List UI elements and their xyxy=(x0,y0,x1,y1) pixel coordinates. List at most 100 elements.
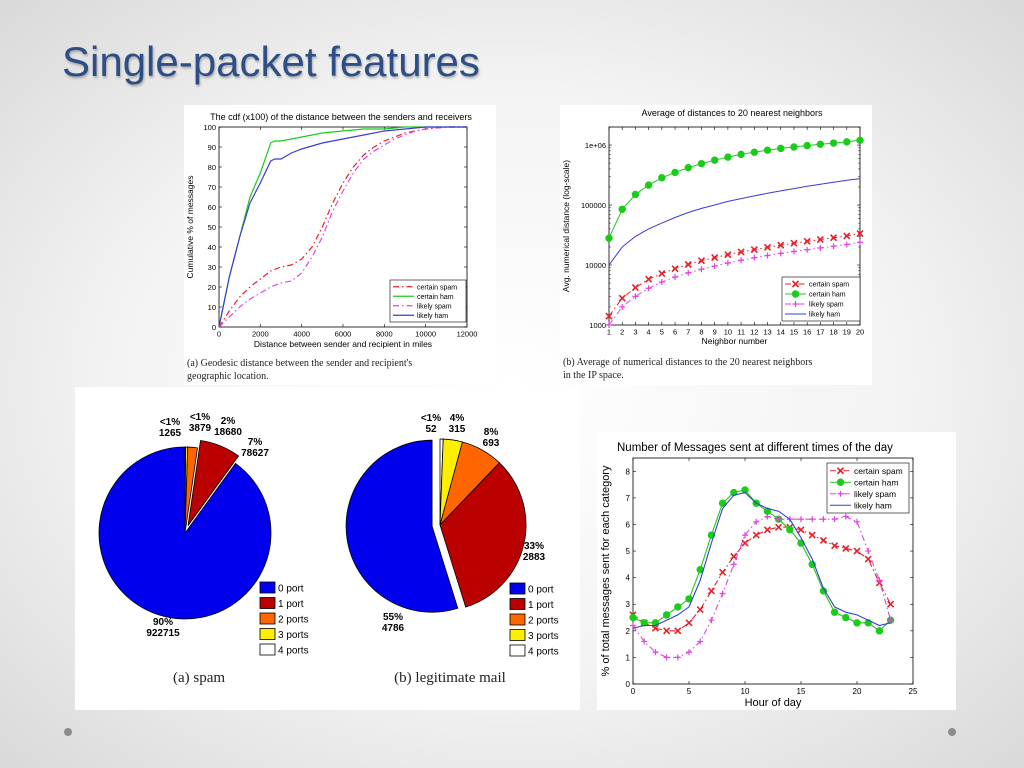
x-tick-label: 6000 xyxy=(335,330,352,339)
pie-count-label-0-port: 4786 xyxy=(382,623,405,634)
x-tick-label: 25 xyxy=(909,687,918,696)
series-point-certain-ham xyxy=(631,190,640,199)
series-point-certain-ham xyxy=(830,608,839,616)
pie-count-label-4-ports: 1265 xyxy=(159,428,182,439)
series-point-certain-spam xyxy=(741,539,749,547)
series-point-certain-spam xyxy=(763,243,772,251)
pie-percent-label-4-ports: <1% xyxy=(160,417,180,428)
series-point-certain-spam xyxy=(631,284,639,292)
pie-count-label-2-ports: 18680 xyxy=(214,427,242,438)
x-tick-label: 17 xyxy=(816,328,824,337)
slide-nav-dot-left xyxy=(64,728,72,736)
x-axis-label: Distance between sender and recipient in… xyxy=(254,339,432,349)
x-tick-label: 11 xyxy=(737,328,745,337)
figure-caption: (a) Geodesic distance between the sender… xyxy=(187,358,412,369)
series-point-likely-spam xyxy=(724,260,731,267)
series-point-certain-ham xyxy=(777,144,785,153)
x-tick-label: 8000 xyxy=(376,330,393,339)
series-point-certain-ham xyxy=(605,234,613,242)
x-axis-label: Hour of day xyxy=(745,697,802,709)
x-tick-label: 20 xyxy=(856,328,864,337)
series-point-certain-ham xyxy=(750,148,759,156)
port-pie-charts-panel: 90% 922715 7% 78627 2% 18680 <1% 3879 <1% 1265 0 p… xyxy=(75,387,580,710)
pie-legend-label: 0 port xyxy=(278,584,304,595)
series-point-likely-spam xyxy=(697,638,704,645)
x-tick-label: 10 xyxy=(741,687,750,696)
pie-slice-1-port xyxy=(187,440,240,526)
series-point-certain-ham xyxy=(629,613,637,622)
legend-marker xyxy=(837,490,844,497)
legend-marker xyxy=(792,301,799,307)
series-point-likely-spam xyxy=(619,303,626,310)
series-point-likely-spam xyxy=(686,649,692,656)
legend-label: certain ham xyxy=(417,294,454,301)
legit-port-pie-chart: 55%4786 33%2883 8%693 4%315 <1%52 0 port 1 por… xyxy=(345,413,559,686)
series-point-likely-spam xyxy=(775,516,782,523)
series-point-certain-spam xyxy=(752,531,760,539)
figure-caption: in the IP space. xyxy=(563,370,624,381)
pie-percent-label-4-ports: <1% xyxy=(421,413,441,424)
cdf-distance-chart-panel: The cdf (x100) of the distance between t… xyxy=(184,105,496,385)
x-tick-label: 1 xyxy=(607,328,611,337)
series-point-certain-spam xyxy=(719,568,727,576)
series-point-likely-spam xyxy=(742,532,748,539)
y-tick-label: 70 xyxy=(208,183,216,192)
series-point-certain-spam xyxy=(777,241,785,249)
pie-percent-label-0-port: 55% xyxy=(383,612,403,623)
series-point-likely-spam xyxy=(854,518,860,525)
series-point-likely-spam xyxy=(831,516,838,523)
y-tick-label: 6 xyxy=(626,520,631,529)
legend-label: certain ham xyxy=(854,478,898,488)
figure-caption: geographic location. xyxy=(187,371,269,382)
series-point-likely-spam xyxy=(685,269,692,276)
series-point-certain-ham xyxy=(684,163,692,172)
y-tick-label: 1e+06 xyxy=(585,141,606,150)
series-point-certain-ham xyxy=(786,526,794,534)
series-point-certain-spam xyxy=(775,523,783,531)
series-point-certain-spam xyxy=(711,254,719,262)
pie-count-label-1-port: 2883 xyxy=(523,552,546,563)
legend-label: likely spam xyxy=(854,489,896,499)
series-point-certain-spam xyxy=(843,232,851,240)
series-point-certain-ham xyxy=(816,140,825,148)
y-tick-label: 2 xyxy=(626,627,631,636)
x-tick-label: 0 xyxy=(631,687,636,696)
y-tick-label: 1000 xyxy=(589,321,606,330)
series-point-likely-spam xyxy=(777,250,784,257)
pie-legend-swatch xyxy=(259,643,276,656)
series-point-certain-ham xyxy=(662,611,671,619)
legend-marker xyxy=(836,467,845,475)
chart-title: The cdf (x100) of the distance between t… xyxy=(210,112,472,122)
series-point-likely-spam xyxy=(843,241,850,248)
x-tick-label: 14 xyxy=(777,328,785,337)
pie-legend-swatch xyxy=(509,644,526,657)
series-point-certain-spam xyxy=(831,542,839,550)
y-tick-label: 8 xyxy=(626,467,631,476)
series-point-likely-spam xyxy=(798,516,804,523)
series-point-likely-spam xyxy=(751,254,758,261)
series-line-certain-ham xyxy=(218,126,467,328)
y-tick-label: 90 xyxy=(208,143,216,152)
pie-legend-swatch xyxy=(259,581,276,594)
pie-legend-label: 0 port xyxy=(528,585,554,596)
pie-legend-swatch xyxy=(259,612,276,625)
series-point-certain-spam xyxy=(618,294,626,302)
series-point-certain-ham xyxy=(710,156,719,164)
series-point-likely-spam xyxy=(738,257,745,264)
series-point-certain-spam xyxy=(671,265,679,273)
x-tick-label: 10 xyxy=(724,328,732,337)
series-point-certain-spam xyxy=(887,600,895,608)
series-point-certain-spam xyxy=(803,237,811,245)
y-tick-label: 40 xyxy=(208,243,216,252)
x-tick-label: 13 xyxy=(763,328,771,337)
pie-caption: (a) spam xyxy=(173,670,225,686)
pie-legend-swatch xyxy=(259,597,276,609)
y-tick-label: 3 xyxy=(626,600,631,609)
series-point-certain-spam xyxy=(651,624,659,632)
series-point-likely-spam xyxy=(708,617,715,624)
series-point-certain-ham xyxy=(875,627,884,635)
series-point-likely-spam xyxy=(809,516,816,523)
series-point-certain-spam xyxy=(605,312,613,320)
series-point-certain-ham xyxy=(658,174,666,182)
